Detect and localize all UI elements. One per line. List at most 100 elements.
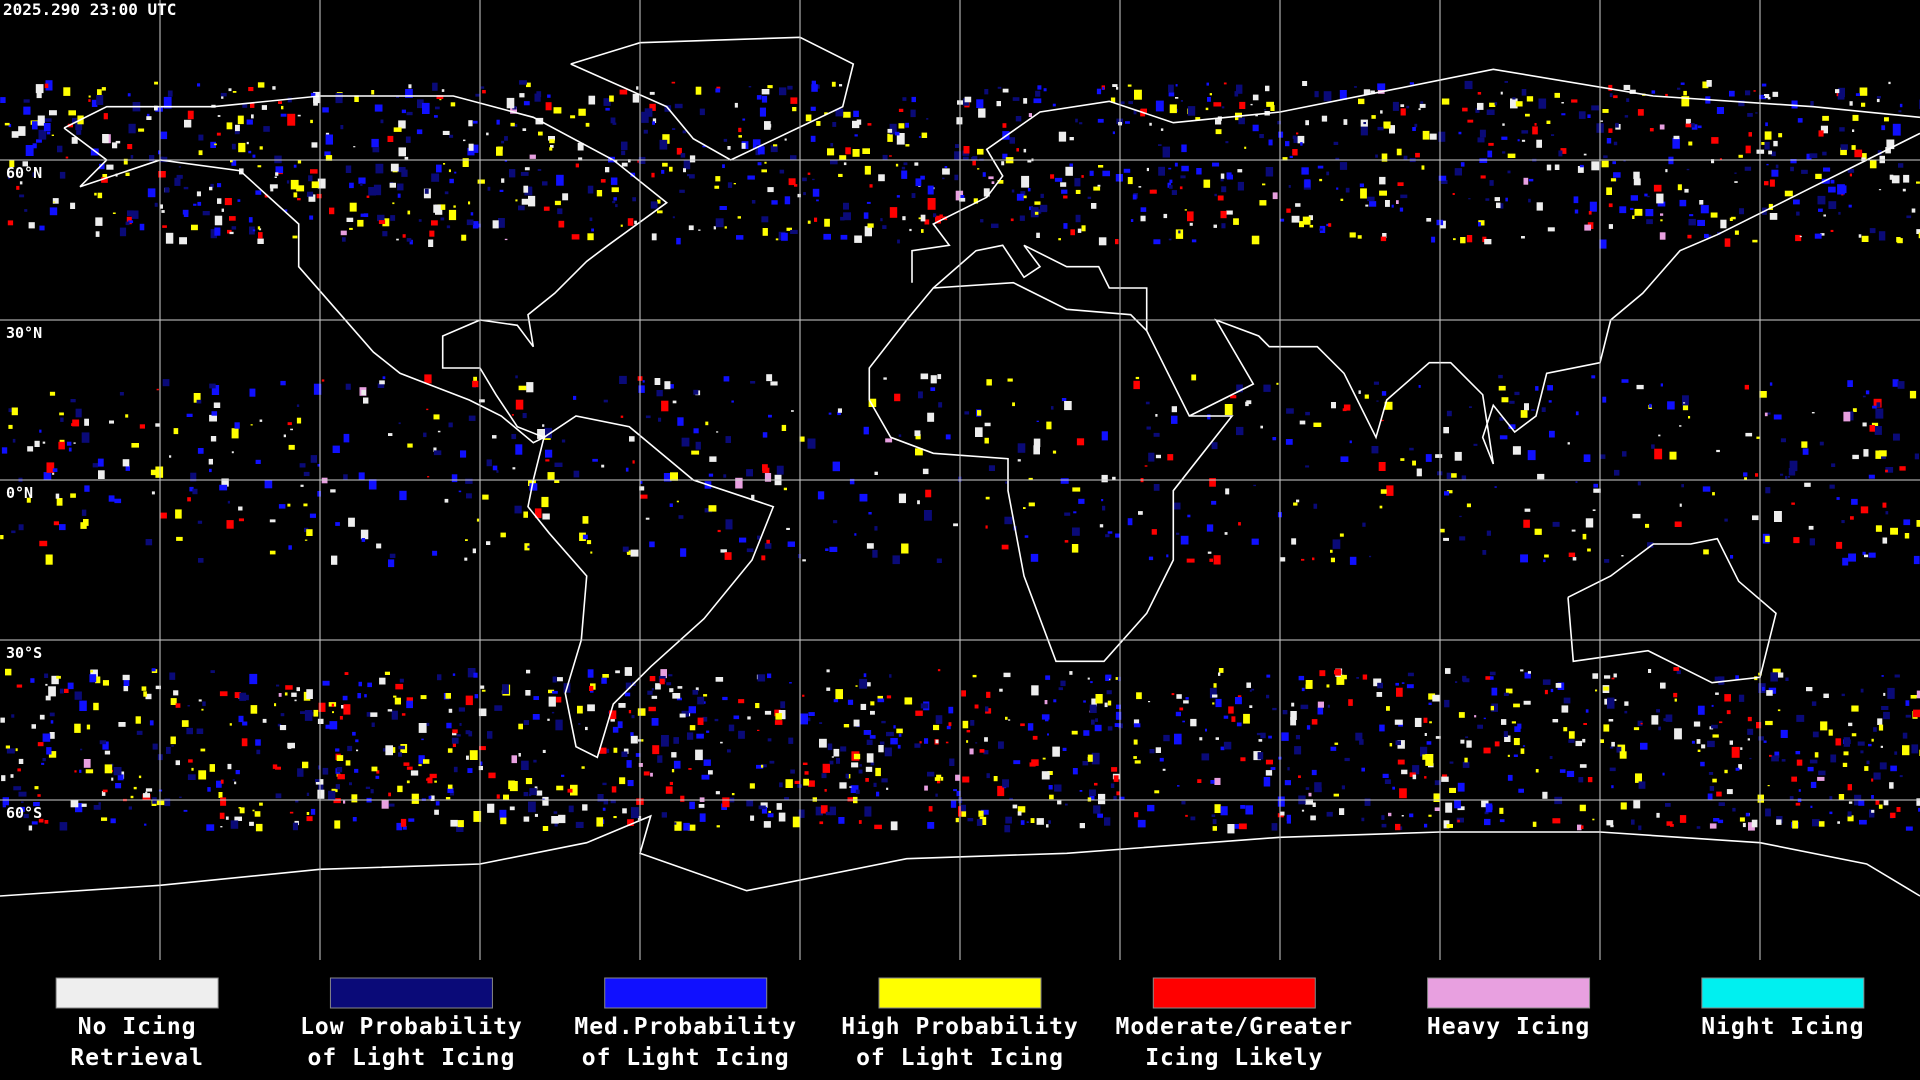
icing-pixel [1614, 469, 1620, 476]
icing-pixel [1424, 776, 1427, 779]
icing-pixel [1361, 817, 1365, 822]
icing-pixel [397, 193, 401, 198]
icing-pixel [1058, 238, 1061, 241]
icing-pixel [1079, 790, 1083, 792]
icing-pixel [1610, 178, 1616, 182]
icing-pixel [500, 532, 506, 538]
icing-pixel [1514, 391, 1520, 396]
icing-pixel [628, 159, 631, 163]
icing-pixel [632, 93, 639, 103]
icing-pixel [547, 472, 555, 480]
icing-pixel [1589, 201, 1597, 212]
icing-pixel [79, 769, 82, 773]
icing-pixel [1301, 809, 1305, 812]
icing-pixel [1462, 761, 1470, 768]
icing-pixel [1745, 90, 1751, 96]
icing-pixel [627, 218, 634, 226]
icing-pixel [1243, 713, 1250, 724]
icing-pixel [527, 545, 530, 549]
icing-pixel [557, 677, 563, 682]
icing-pixel [1394, 719, 1403, 725]
icing-pixel [1773, 414, 1782, 420]
icing-pixel [778, 812, 786, 822]
icing-pixel [768, 810, 771, 813]
icing-pixel [921, 132, 928, 138]
icing-pixel [868, 512, 872, 515]
icing-pixel [72, 117, 77, 124]
icing-pixel [257, 165, 262, 168]
icing-pixel [553, 107, 562, 114]
icing-pixel [1253, 484, 1256, 487]
icing-pixel [280, 713, 285, 717]
icing-pixel [449, 134, 454, 138]
icing-pixel [224, 198, 232, 206]
icing-pixel [367, 682, 372, 688]
icing-pixel [1793, 199, 1800, 205]
icing-pixel [299, 463, 306, 468]
icing-pixel [526, 186, 532, 195]
icing-pixel [873, 782, 877, 787]
icing-pixel [1584, 224, 1591, 231]
icing-pixel [1290, 717, 1297, 726]
icing-pixel [529, 154, 536, 159]
icing-pixel [468, 120, 473, 127]
legend-label: High Probability [841, 1014, 1079, 1040]
icing-pixel [81, 432, 90, 443]
icing-pixel [1449, 761, 1454, 764]
icing-pixel [896, 133, 905, 145]
icing-pixel [426, 408, 429, 411]
icing-pixel [1379, 724, 1385, 732]
icing-pixel [708, 505, 717, 512]
icing-pixel [393, 127, 402, 132]
icing-pixel [644, 108, 653, 117]
icing-pixel [1356, 677, 1359, 679]
icing-pixel [311, 142, 318, 148]
icing-pixel [1341, 785, 1345, 790]
icing-pixel [219, 812, 225, 819]
icing-pixel [1762, 686, 1765, 691]
icing-pixel [1501, 719, 1507, 725]
icing-pixel [1475, 108, 1480, 113]
icing-pixel [93, 805, 101, 810]
icing-pixel [1257, 752, 1264, 760]
icing-pixel [1507, 153, 1516, 158]
icing-pixel [1674, 521, 1682, 527]
icing-pixel [1149, 189, 1157, 194]
icing-pixel [1250, 103, 1253, 106]
icing-pixel [1724, 518, 1728, 522]
icing-pixel [187, 497, 191, 502]
icing-pixel [149, 720, 154, 726]
icing-pixel [1913, 709, 1920, 718]
icing-pixel [688, 706, 696, 714]
icing-pixel [647, 690, 653, 695]
icing-pixel [1334, 742, 1339, 745]
icing-pixel [704, 508, 713, 513]
icing-pixel [1034, 211, 1039, 215]
icing-pixel [114, 498, 122, 504]
icing-pixel [206, 824, 215, 831]
icing-pixel [39, 429, 42, 433]
graticule [0, 0, 1920, 960]
icing-pixel [209, 186, 213, 191]
icing-pixel [942, 177, 945, 180]
icing-pixel [399, 678, 404, 683]
icing-pixel [1298, 675, 1305, 681]
icing-pixel [524, 167, 530, 171]
icing-pixel [68, 447, 72, 452]
legend-label: Heavy Icing [1427, 1014, 1590, 1040]
icing-pixel [498, 218, 505, 228]
icing-pixel [784, 138, 787, 141]
icing-pixel [864, 806, 872, 817]
icing-pixel [1755, 473, 1759, 477]
icing-pixel [1400, 104, 1405, 107]
icing-pixel [1041, 771, 1050, 780]
icing-pixel [1113, 795, 1117, 801]
icing-pixel [1008, 719, 1011, 721]
icing-pixel [1169, 185, 1173, 189]
icing-pixel [529, 788, 537, 796]
icing-pixel [193, 393, 201, 403]
icing-pixel [447, 748, 453, 753]
icing-pixel [652, 118, 657, 123]
icing-pixel [336, 767, 343, 773]
icing-pixel [522, 128, 527, 131]
